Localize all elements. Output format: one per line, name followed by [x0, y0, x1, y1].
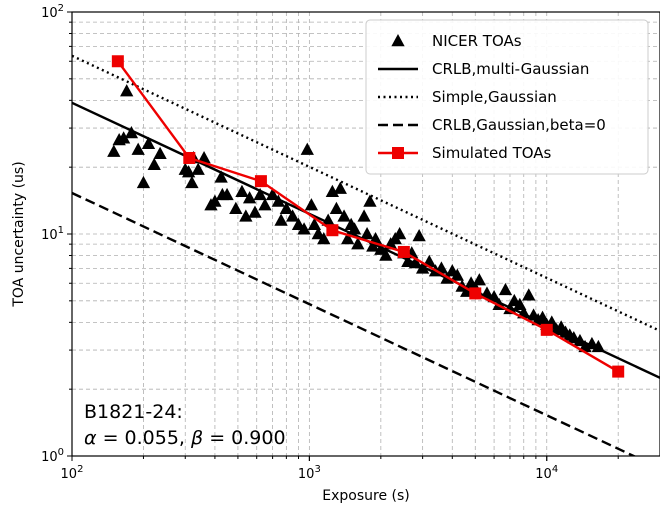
nicer-toa-point [235, 185, 248, 197]
tick-exponent: 4 [552, 464, 558, 475]
nicer-toa-point [305, 198, 318, 210]
nicer-toa-point [334, 182, 347, 194]
simulated-toa-point [112, 55, 124, 67]
tick-base: 10 [61, 467, 78, 482]
nicer-toa-point [412, 229, 425, 241]
y-tick-label: 101 [41, 225, 64, 243]
y-axis-title: TOA uncertainty (us) [11, 161, 27, 307]
beta-value: = 0.900 [203, 427, 285, 449]
x-tick-label: 102 [61, 464, 84, 482]
annotation-params: α = 0.055, β = 0.900 [84, 427, 286, 449]
nicer-toa-point [274, 214, 287, 226]
tick-base: 10 [41, 6, 58, 21]
nicer-toa-point [137, 176, 150, 188]
nicer-toa-point [229, 202, 242, 214]
tick-exponent: 0 [58, 447, 64, 458]
tick-base: 10 [41, 228, 58, 243]
tick-exponent: 3 [314, 464, 320, 475]
annotation-pulsar-name: B1821-24: [84, 401, 183, 423]
nicer-toa-point [153, 147, 166, 159]
tick-base: 10 [298, 467, 315, 482]
legend-label: Simple,Gaussian [432, 88, 557, 106]
annotation: B1821-24: α = 0.055, β = 0.900 [84, 401, 286, 449]
simulated-toa-point [326, 224, 338, 236]
tick-base: 10 [535, 467, 552, 482]
y-tick-label: 100 [41, 447, 64, 465]
nicer-toa-point [248, 205, 261, 217]
x-axis-title: Exposure (s) [322, 488, 409, 504]
nicer-toa-point [330, 202, 343, 214]
legend-label: Simulated TOAs [432, 144, 552, 162]
nicer-toa-point [120, 84, 133, 96]
x-tick-label: 103 [298, 464, 321, 482]
nicer-toa-point [107, 145, 120, 157]
simulated-toa-point [612, 366, 624, 378]
nicer-toa-point [499, 283, 512, 295]
simulated-toa-point [183, 152, 195, 164]
legend: NICER TOAs CRLB,multi-Gaussian Simple,Gaus… [366, 20, 648, 174]
nicer-toa-point [357, 209, 370, 221]
nicer-toa-point [363, 195, 376, 207]
simulated-toa-point [255, 175, 267, 187]
simulated-toa-point [541, 324, 553, 336]
simulated-toa-point [398, 246, 410, 258]
legend-label: CRLB,Gaussian,beta=0 [432, 116, 606, 134]
nicer-toa-point [185, 176, 198, 188]
tick-exponent: 1 [58, 225, 64, 236]
nicer-toa-point [473, 273, 486, 285]
beta-symbol: β [190, 427, 203, 449]
simulated-toa-point [469, 287, 481, 299]
tick-exponent: 2 [77, 464, 83, 475]
x-tick-label: 104 [535, 464, 558, 482]
legend-label: NICER TOAs [432, 32, 522, 50]
legend-square-marker [392, 147, 404, 159]
alpha-symbol: α [84, 427, 97, 449]
nicer-toa-point [148, 158, 161, 170]
legend-label: CRLB,multi-Gaussian [432, 60, 589, 78]
tick-base: 10 [41, 450, 58, 465]
y-tick-label: 102 [41, 3, 64, 21]
alpha-value: = 0.055, [97, 427, 191, 449]
tick-exponent: 2 [58, 3, 64, 14]
nicer-toa-point [301, 143, 314, 155]
